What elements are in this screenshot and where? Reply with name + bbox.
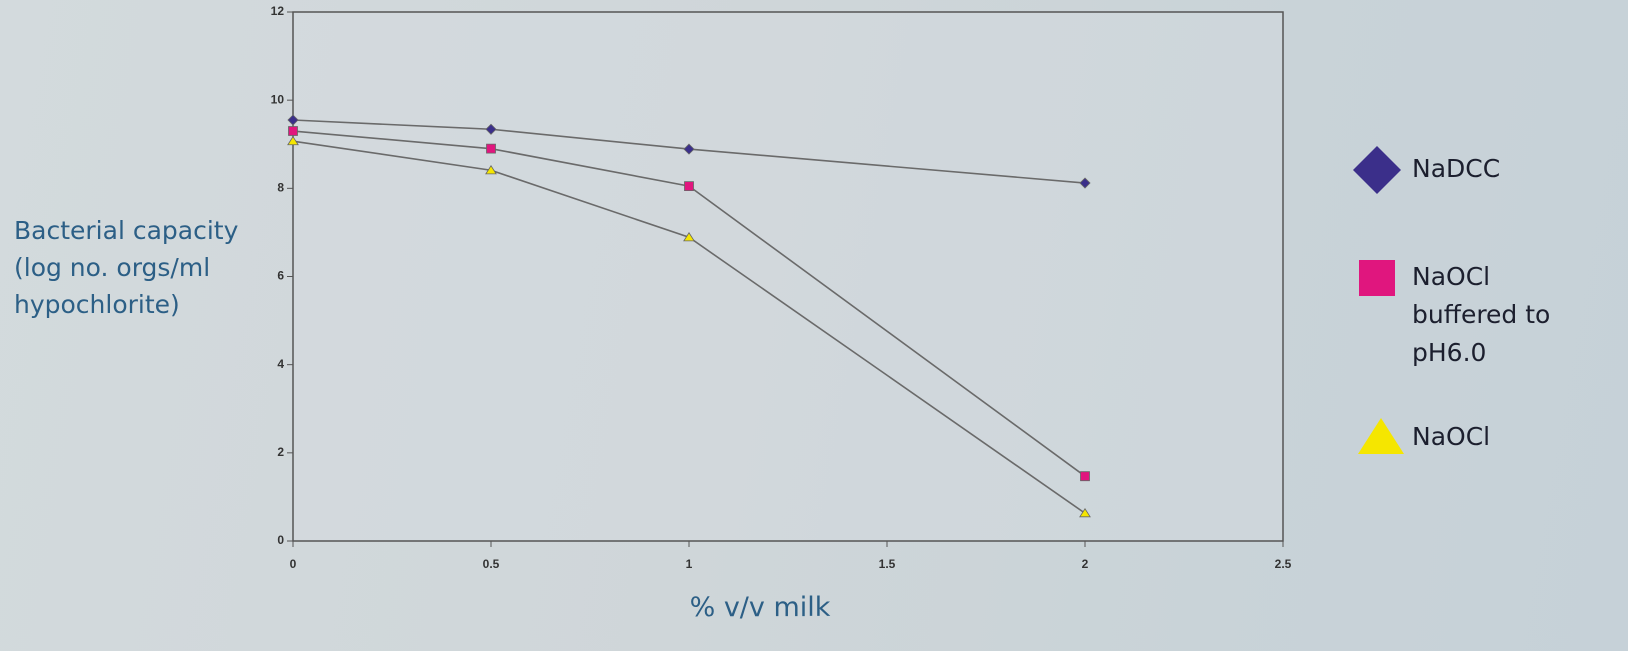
y-tick-label: 4 xyxy=(277,357,284,371)
x-tick-label: 0.5 xyxy=(483,557,500,571)
legend-marker xyxy=(1359,260,1395,296)
y-tick-label: 12 xyxy=(271,4,285,18)
legend-label: NaDCC xyxy=(1412,150,1622,188)
x-axis-label: % v/v milk xyxy=(600,592,920,623)
data-point xyxy=(289,127,298,136)
y-tick-label: 10 xyxy=(271,92,285,106)
x-tick-label: 2 xyxy=(1082,557,1089,571)
plot-frame xyxy=(293,12,1283,541)
y-tick-label: 2 xyxy=(277,445,284,459)
data-point xyxy=(685,182,694,191)
y-tick-label: 8 xyxy=(277,181,284,195)
legend-label: NaOCl buffered to pH6.0 xyxy=(1412,258,1572,372)
x-tick-label: 1.5 xyxy=(879,557,896,571)
data-point xyxy=(1081,472,1090,481)
y-tick-label: 0 xyxy=(277,533,284,547)
legend-marker xyxy=(1358,418,1404,454)
chart: 02468101200.511.522.5 xyxy=(0,0,1628,651)
legend-marker xyxy=(1353,146,1401,194)
x-tick-label: 0 xyxy=(290,557,297,571)
y-axis-label: Bacterial capacity (log no. orgs/ml hypo… xyxy=(14,212,284,323)
page: {"chart_data": {"type": "line", "x_label… xyxy=(0,0,1628,651)
x-tick-label: 1 xyxy=(686,557,693,571)
legend-label: NaOCl xyxy=(1412,418,1622,456)
data-point xyxy=(487,144,496,153)
x-tick-label: 2.5 xyxy=(1275,557,1292,571)
